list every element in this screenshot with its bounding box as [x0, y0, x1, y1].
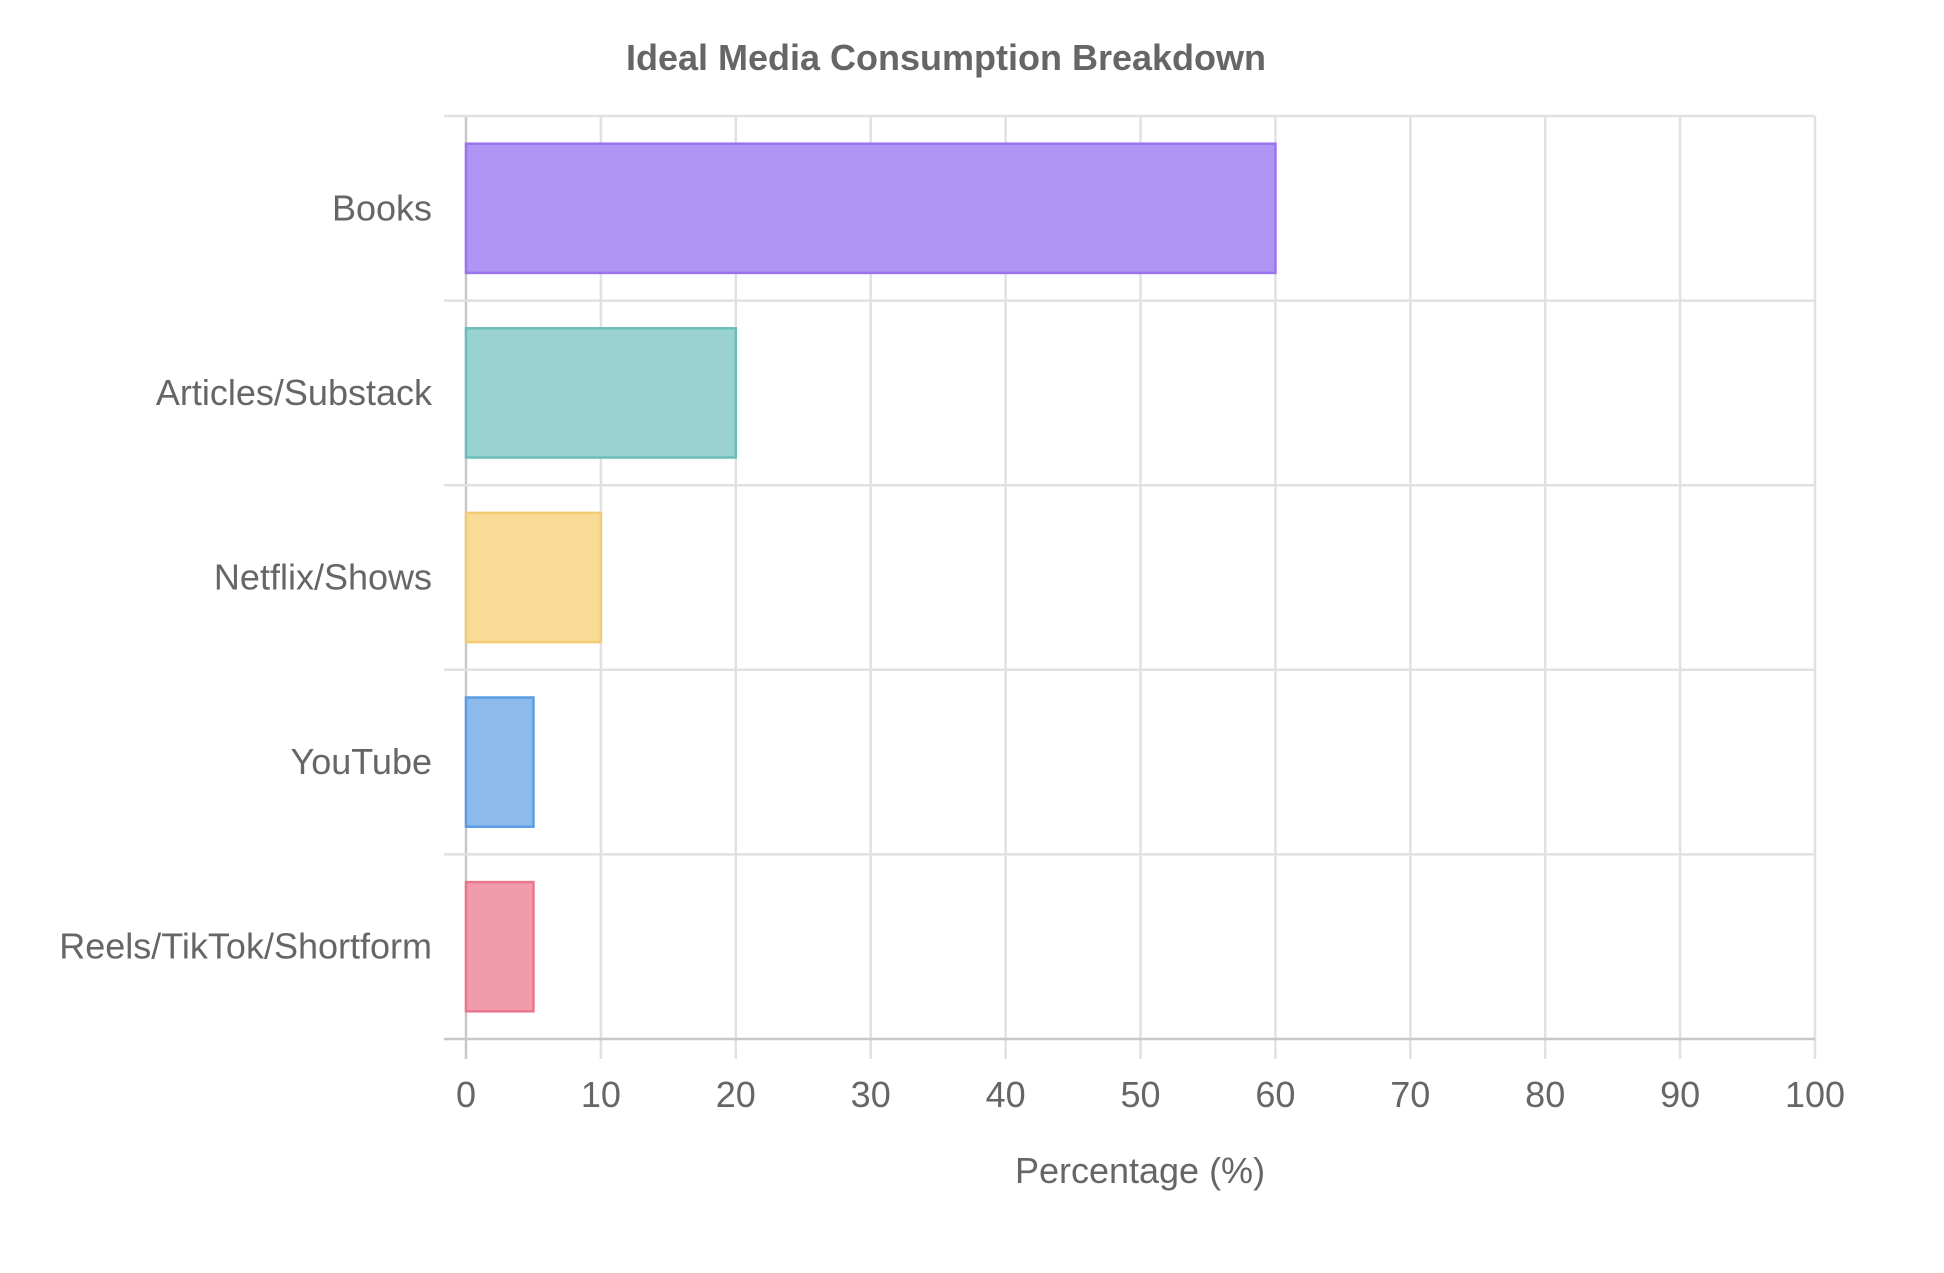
x-tick-label: 10	[581, 1074, 621, 1115]
x-tick-label: 70	[1390, 1074, 1430, 1115]
bar-youtube[interactable]	[464, 696, 535, 828]
x-axis-title: Percentage (%)	[1015, 1150, 1265, 1191]
axes: 0 10 20 30 40 50 60 70 80 90 100 Books Articles/Subs…	[59, 187, 1845, 1115]
y-category-label: YouTube	[291, 741, 432, 782]
bar-reels-tiktok-shortform[interactable]	[464, 880, 535, 1013]
y-category-label: Books	[332, 187, 432, 228]
bar-articles-substack[interactable]	[464, 327, 738, 459]
x-tick-label: 30	[851, 1074, 891, 1115]
x-tick-label: 0	[456, 1074, 476, 1115]
chart-title: Ideal Media Consumption Breakdown	[626, 37, 1266, 78]
bar-netflix-shows[interactable]	[464, 511, 603, 644]
x-tick-label: 20	[716, 1074, 756, 1115]
bars	[464, 142, 1277, 1013]
bar-books[interactable]	[464, 142, 1277, 275]
y-category-label: Reels/TikTok/Shortform	[59, 926, 432, 967]
x-tick-label: 60	[1255, 1074, 1295, 1115]
y-category-label: Articles/Substack	[156, 372, 433, 413]
x-tick-label: 100	[1785, 1074, 1845, 1115]
x-tick-label: 80	[1525, 1074, 1565, 1115]
y-category-label: Netflix/Shows	[214, 557, 432, 598]
x-tick-label: 50	[1120, 1074, 1160, 1115]
x-tick-label: 90	[1660, 1074, 1700, 1115]
x-tick-label: 40	[986, 1074, 1026, 1115]
